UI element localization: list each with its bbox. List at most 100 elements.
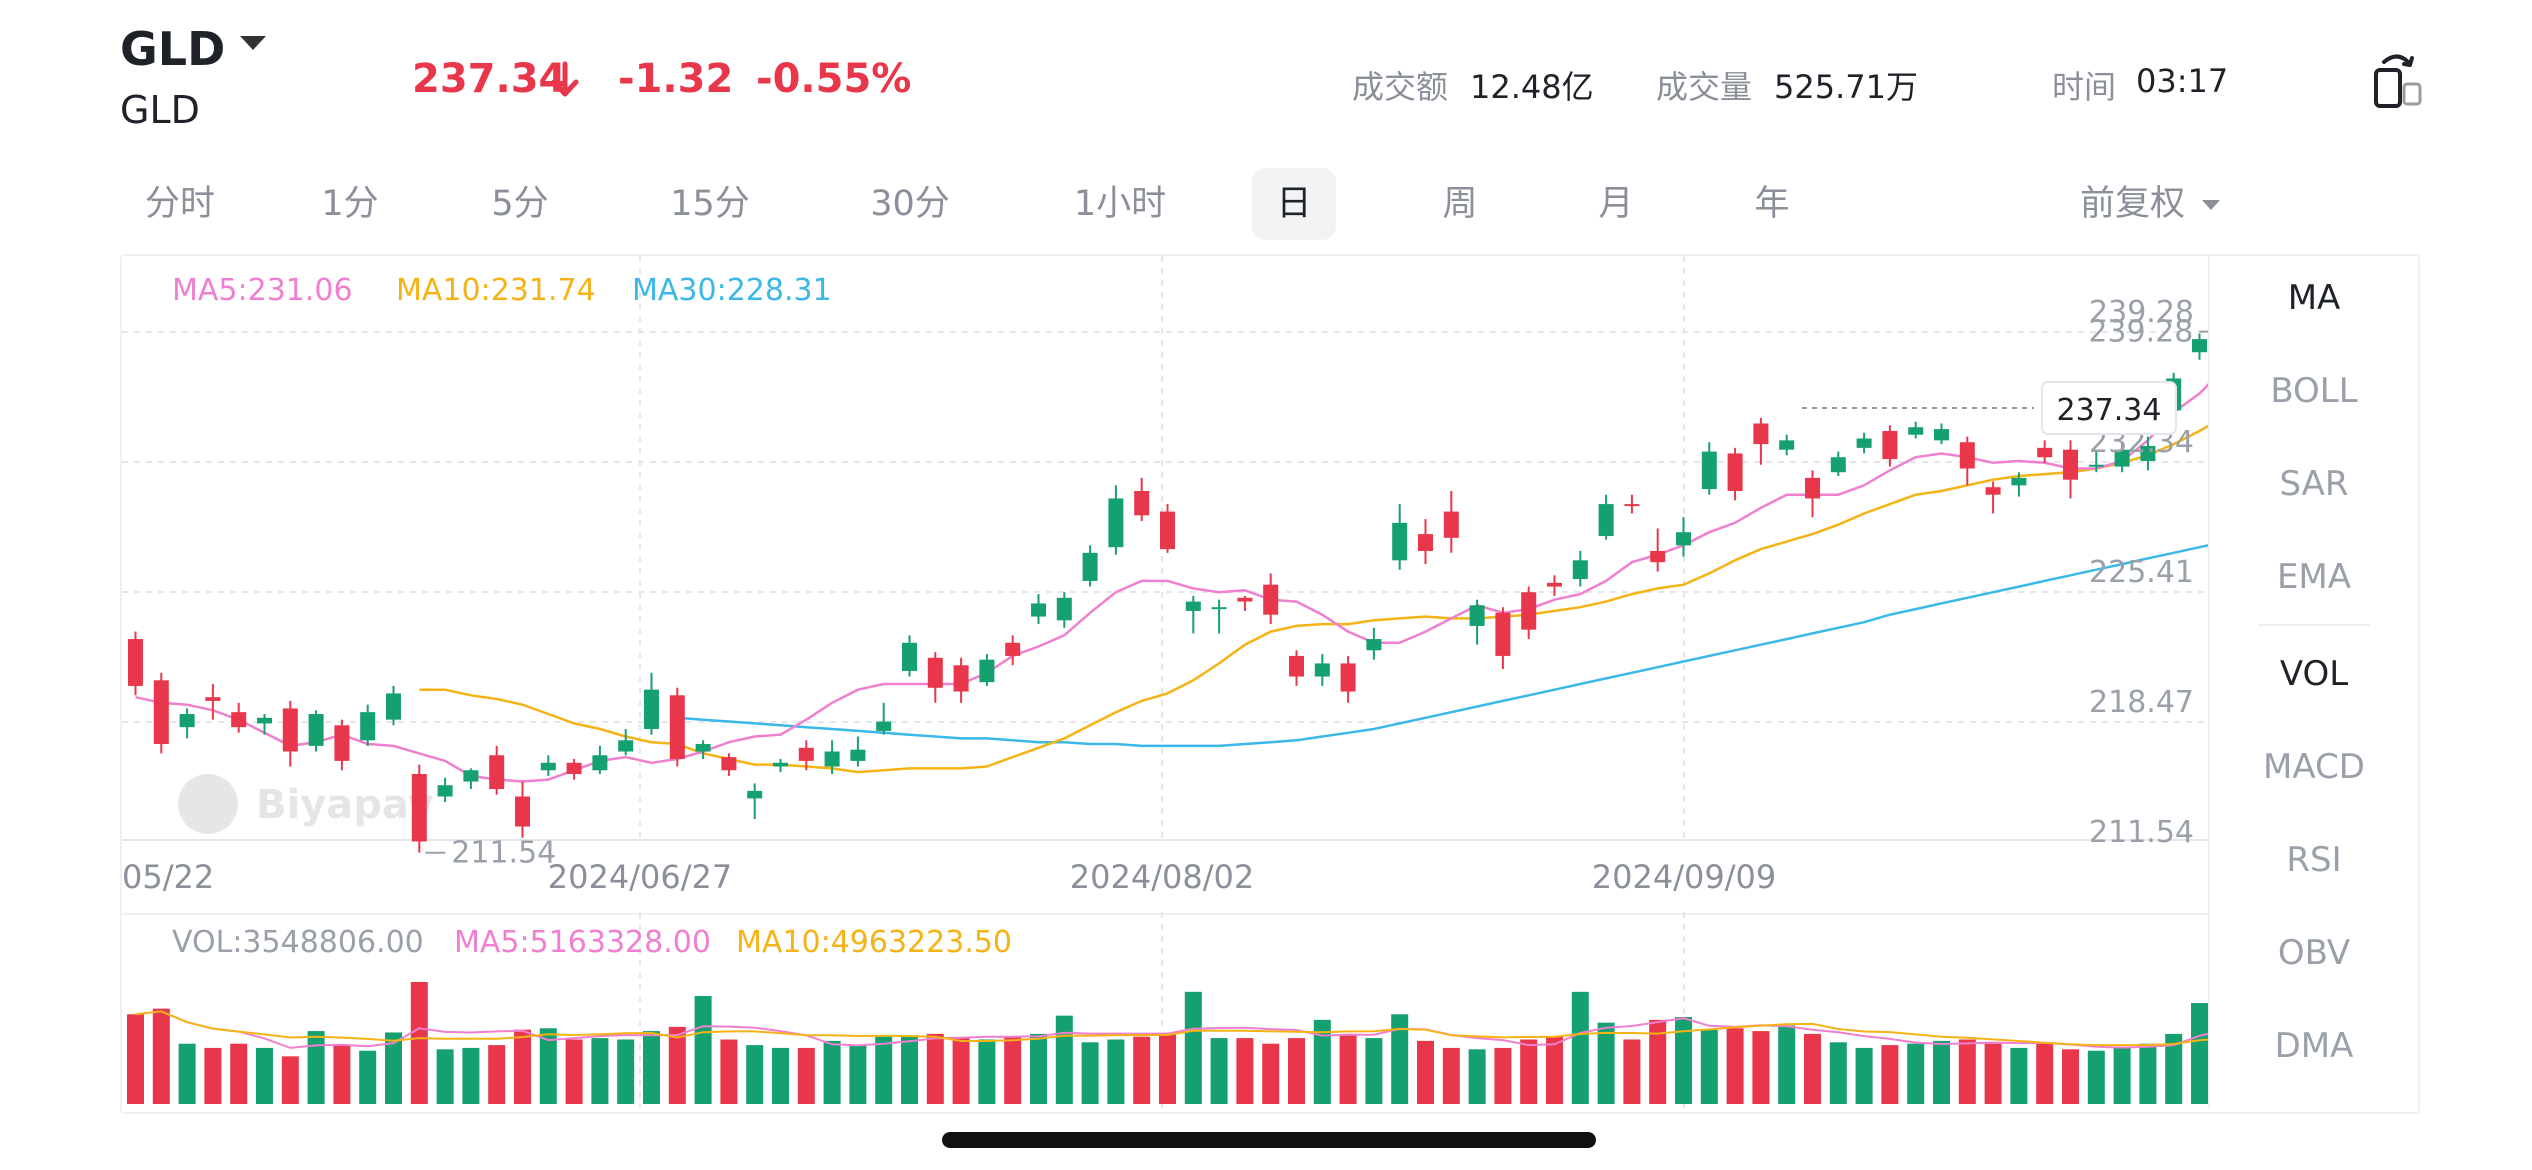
candle-body [515,796,530,827]
volume-chart[interactable]: VOL:3548806.00 MA5:5163328.00 MA10:49632… [122,912,2208,1108]
time-label: 时间 [2052,68,2117,106]
indicator-macd[interactable]: MACD [2263,747,2365,787]
volume-bar [1546,1036,1563,1104]
indicator-boll[interactable]: BOLL [2270,371,2358,411]
rotate-screen-icon[interactable] [2370,48,2424,110]
indicator-ma[interactable]: MA [2287,278,2341,318]
candle-body [1031,603,1046,617]
volume-bar [668,1026,686,1104]
volume-bar [565,1039,583,1104]
time-value: 03:17 [2136,62,2229,100]
tab-period-5min[interactable]: 5分 [491,184,549,224]
volume-bar [823,1040,841,1104]
tab-period-1hour[interactable]: 1小时 [1073,184,1167,224]
volume-bar [488,1045,506,1104]
volume-bar [978,1039,996,1104]
candle-body [1314,663,1330,677]
tab-period-1min[interactable]: 1分 [321,184,379,224]
indicator-obv[interactable]: OBV [2277,933,2351,973]
volume-bar [514,1029,531,1104]
candle-body [334,725,350,761]
candle-body [463,770,479,782]
candle-body [1443,511,1459,538]
volume-bar [1829,1042,1847,1104]
volume-bar [127,1014,144,1104]
candle-body [1160,511,1175,550]
volume-label: 成交量 [1656,68,1753,106]
tab-period-week[interactable]: 周 [1442,184,1478,224]
price-adjust-select[interactable]: 前复权 [2080,184,2186,224]
candle-body [205,697,221,701]
candle-body [1934,429,1949,441]
x-tick-label: 2024/06/27 [548,858,732,896]
volume-bar [1855,1047,1873,1104]
volume-bar [1313,1019,1331,1104]
volume-value: 525.71万 [1774,68,1918,106]
candle-body [1082,552,1098,581]
vol-ma5-legend: MA5:5163328.00 [454,925,711,960]
volume-bar [772,1047,789,1104]
volume-bar [901,1035,918,1104]
candle-body [1779,440,1795,450]
indicator-dma[interactable]: DMA [2274,1026,2354,1066]
tab-period-15min[interactable]: 15分 [670,184,750,224]
indicator-ema[interactable]: EMA [2276,557,2352,597]
ma10-line [419,424,2208,774]
volume-bar [1210,1038,1228,1104]
indicator-rsi[interactable]: RSI [2286,840,2342,880]
candle-body [1521,592,1537,630]
candle-body [1856,438,1872,448]
candle-body [747,790,763,799]
ma5-legend: MA5:231.06 [172,273,353,308]
indicator-vol[interactable]: VOL [2279,654,2349,694]
volume-bar [256,1047,273,1104]
candle-body [308,714,324,746]
volume-bar [1159,1033,1176,1104]
y-tick-label: 239.28 [2089,295,2194,330]
candle-body [2037,447,2053,458]
volume-bar [875,1036,893,1104]
candle-body [1392,522,1408,561]
volume-bar [2010,1047,2028,1104]
volume-bar [385,1032,402,1104]
adjust-caret-icon[interactable] [2202,200,2220,210]
volume-bar [1442,1047,1460,1104]
volume-bar [1649,1019,1667,1104]
candle-body [2114,449,2130,467]
tab-period-year[interactable]: 年 [1754,184,1790,224]
candle-body [927,657,943,688]
price-down-arrow-icon [551,61,579,97]
candle-body [1727,453,1743,491]
candle-body [2140,445,2156,461]
volume-bar [230,1043,248,1104]
tab-period-intraday[interactable]: 分时 [144,184,215,224]
tab-period-30min[interactable]: 30分 [870,184,950,224]
candle-body [128,639,143,686]
volume-bar [1468,1049,1486,1104]
candle-body [1263,584,1279,615]
candle-body [979,659,995,683]
candle-body [1598,504,1614,536]
price-change: -1.32 [618,56,734,102]
indicator-sar[interactable]: SAR [2279,464,2349,504]
symbol-title[interactable]: GLD [120,22,226,76]
candle-body [179,714,195,728]
candle-body [644,689,659,730]
candle-body [1985,487,2001,495]
volume-bar [591,1038,609,1104]
volume-bar [1804,1033,1821,1104]
ma5-line [135,383,2208,783]
volume-bar [1984,1043,2002,1104]
candle-body [1418,534,1433,551]
tab-period-day[interactable]: 日 [1252,168,1336,240]
candle-body [1624,504,1640,507]
tab-period-month[interactable]: 月 [1598,184,1634,224]
candle-body [231,712,247,728]
volume-bar [436,1049,454,1104]
symbol-dropdown-caret-icon[interactable] [240,36,266,50]
period-tabs: 分时 1分 5分 15分 30分 1小时 日 周 月 年 前复权 [120,168,2420,240]
x-tick-label: 05/22 [122,858,214,896]
volume-bar [539,1028,557,1104]
volume-bar [410,982,428,1104]
